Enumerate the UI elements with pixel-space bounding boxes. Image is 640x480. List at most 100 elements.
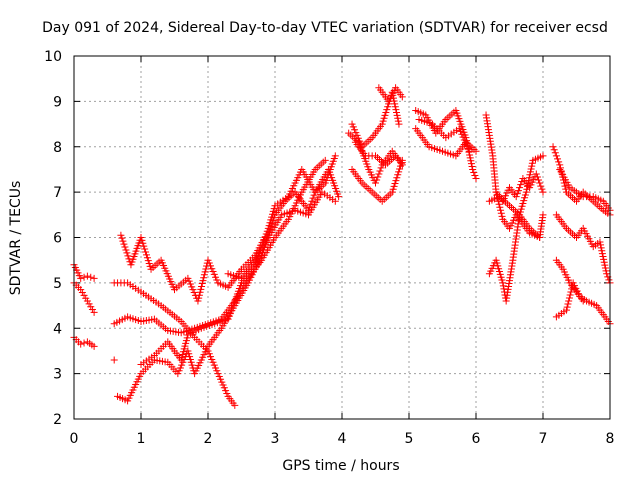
data-point — [495, 265, 503, 273]
chart-title: Day 091 of 2024, Sidereal Day-to-day VTE… — [42, 20, 608, 36]
data-point — [528, 162, 536, 170]
data-point — [522, 188, 530, 196]
data-point — [196, 288, 204, 296]
data-point — [186, 355, 194, 363]
series-arc-10 — [224, 188, 339, 282]
data-point — [90, 342, 98, 350]
data-point — [391, 103, 399, 111]
data-point — [469, 165, 477, 173]
data-point — [472, 175, 480, 183]
data-point — [219, 381, 227, 389]
data-point — [215, 372, 223, 380]
data-point — [394, 114, 402, 122]
data-point — [144, 257, 152, 265]
data-point — [184, 347, 192, 355]
data-point — [138, 236, 146, 244]
series-arc-23 — [549, 143, 614, 219]
y-tick-label: 8 — [53, 140, 62, 156]
series-arc-1 — [70, 261, 98, 282]
data-point — [471, 171, 479, 179]
data-point — [525, 177, 533, 185]
data-point — [205, 350, 213, 358]
data-point — [499, 282, 507, 290]
data-point — [564, 300, 572, 308]
data-point — [207, 262, 215, 270]
data-point — [174, 370, 182, 378]
data-point — [516, 208, 524, 216]
data-point — [201, 268, 209, 276]
data-point — [231, 401, 239, 409]
data-point — [493, 191, 501, 199]
series-arc-22 — [492, 188, 544, 241]
x-tick-labels: 0 1 2 3 4 5 6 7 8 — [70, 431, 615, 447]
data-point — [563, 303, 571, 311]
data-point — [122, 246, 130, 254]
x-tick-label: 6 — [472, 431, 481, 447]
data-point — [492, 256, 500, 264]
data-point — [537, 182, 545, 190]
data-point — [556, 164, 564, 172]
data-point — [388, 188, 396, 196]
x-tick-label: 4 — [338, 431, 347, 447]
data-point — [598, 247, 606, 255]
data-point — [520, 197, 528, 205]
data-point — [566, 291, 574, 299]
data-point — [498, 212, 506, 220]
data-point — [188, 283, 196, 291]
data-point — [600, 258, 608, 266]
data-point — [539, 152, 547, 160]
data-point — [513, 190, 521, 198]
data-point — [464, 144, 472, 152]
data-point — [605, 276, 613, 284]
data-point — [565, 297, 573, 305]
data-point — [458, 130, 466, 138]
data-point — [200, 271, 208, 279]
data-point — [87, 303, 95, 311]
data-point — [222, 387, 230, 395]
data-points — [70, 84, 614, 409]
data-point — [212, 273, 220, 281]
data-point — [331, 152, 339, 160]
series-arc-18 — [415, 116, 473, 155]
data-point — [536, 179, 544, 187]
data-point — [176, 364, 184, 372]
data-point — [561, 182, 569, 190]
data-point — [598, 250, 606, 258]
data-point — [264, 224, 272, 232]
data-point — [466, 154, 474, 162]
data-point — [528, 159, 536, 167]
data-point — [321, 156, 329, 164]
data-point — [309, 194, 317, 202]
data-point — [140, 242, 148, 250]
data-point — [80, 273, 88, 281]
data-point — [391, 179, 399, 187]
data-point — [493, 259, 501, 267]
data-point — [527, 168, 535, 176]
data-point — [377, 164, 385, 172]
data-point — [210, 270, 218, 278]
data-point — [391, 100, 399, 108]
data-point — [455, 125, 463, 133]
data-point — [463, 142, 471, 150]
data-point — [517, 205, 525, 213]
grid — [73, 55, 611, 420]
data-point — [393, 111, 401, 119]
data-point — [348, 120, 356, 128]
data-point — [457, 127, 465, 135]
data-point — [209, 358, 217, 366]
data-point — [212, 364, 220, 372]
series-arc-15 — [375, 84, 406, 105]
y-tick-label: 7 — [53, 185, 62, 201]
data-point — [349, 123, 357, 131]
data-point — [209, 268, 217, 276]
data-point — [497, 273, 505, 281]
data-point — [143, 254, 151, 262]
data-point — [121, 243, 129, 251]
data-point — [495, 268, 503, 276]
data-point — [472, 147, 480, 155]
data-point — [372, 179, 379, 187]
data-point — [373, 176, 381, 184]
data-point — [200, 274, 208, 282]
data-point — [394, 171, 402, 179]
data-point — [137, 234, 145, 241]
